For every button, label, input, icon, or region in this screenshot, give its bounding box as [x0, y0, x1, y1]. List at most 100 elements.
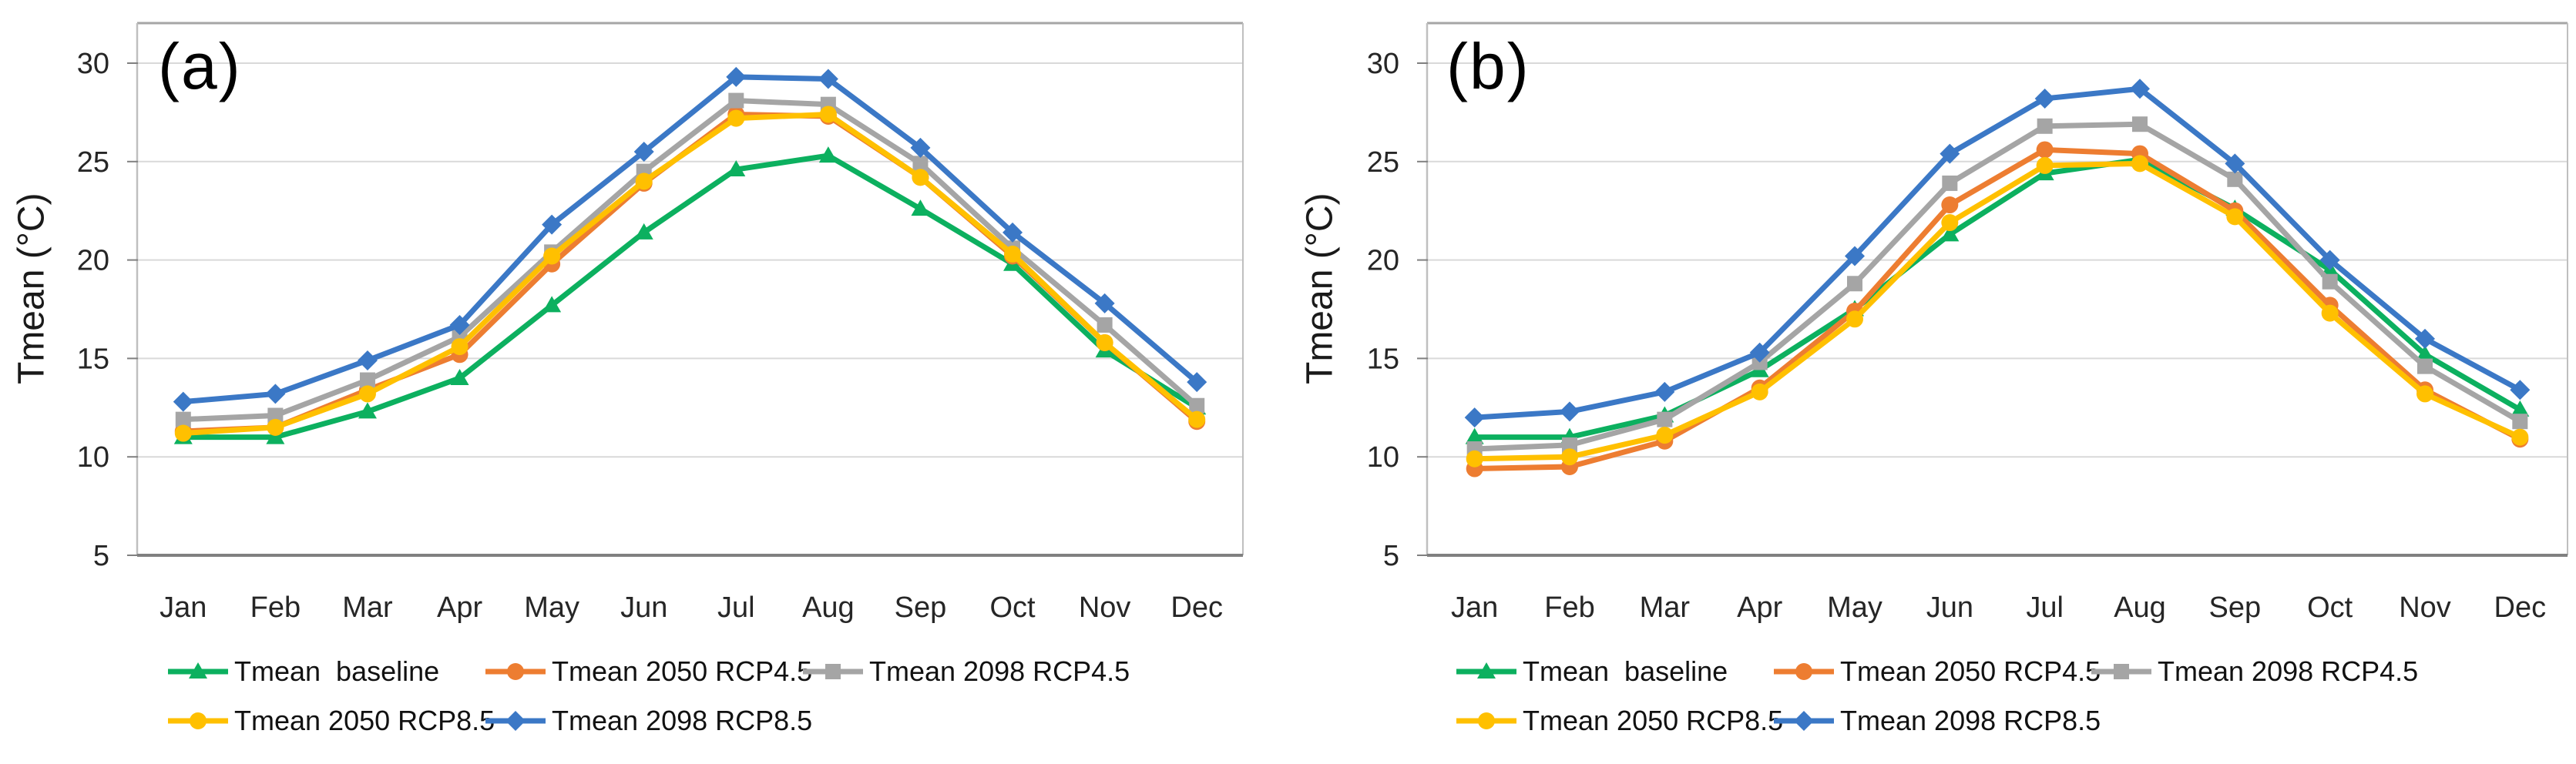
- series-Tmean-2050-RCP4.5: [174, 106, 1206, 440]
- data-point: [2416, 345, 2434, 362]
- data-point: [1560, 401, 1580, 422]
- legend-item: Tmean 2098 RCP8.5: [1774, 705, 2101, 736]
- y-tick-label: 5: [93, 540, 109, 572]
- data-point: [358, 385, 376, 403]
- chart-b: 5 10 15 20 25 30 Jan Feb Mar Apr May Jun Jul Aug Sep Oc…: [1367, 22, 2568, 736]
- series-line: [180, 98, 1200, 423]
- x-tick-label: Oct: [989, 591, 1036, 624]
- data-point: [910, 137, 931, 158]
- x-tick-label: Dec: [2494, 591, 2547, 624]
- data-point: [728, 92, 744, 109]
- data-point: [727, 160, 746, 177]
- data-point: [818, 146, 838, 163]
- data-point: [1941, 196, 1959, 214]
- x-tick-label: Jun: [1926, 591, 1973, 624]
- y-tick-label: 25: [77, 146, 109, 179]
- legend-label: Tmean 2050 RCP8.5: [1523, 705, 1783, 736]
- data-point: [818, 69, 838, 89]
- chart-panel-b: 5 10 15 20 25 30 Jan Feb Mar Apr May Jun Jul Aug Sep Oc…: [1288, 0, 2576, 764]
- x-tick-label: Feb: [250, 591, 301, 624]
- data-point: [1187, 372, 1207, 393]
- panel-label-b: (b): [1446, 30, 1530, 102]
- data-point: [2131, 155, 2148, 173]
- data-point: [450, 368, 469, 385]
- legend-marker: [2114, 664, 2129, 679]
- data-point: [2511, 428, 2529, 446]
- data-point: [1749, 342, 1770, 363]
- series-Tmean-2050-RCP8.5: [1466, 155, 2529, 467]
- legend-item: Tmean 2050 RCP4.5: [485, 655, 812, 687]
- series-Tmean-2050-RCP8.5: [174, 106, 1206, 442]
- series-line: [1472, 160, 2523, 462]
- data-point: [449, 314, 470, 335]
- data-point: [265, 384, 286, 404]
- data-point: [2510, 380, 2531, 400]
- y-tick-label: 20: [77, 245, 109, 277]
- data-point: [819, 106, 837, 123]
- data-point: [2130, 79, 2150, 99]
- data-point: [173, 391, 193, 412]
- data-point: [451, 338, 469, 356]
- data-point: [266, 427, 285, 444]
- x-tick-label: Mar: [1640, 591, 1691, 624]
- legend-marker: [1794, 711, 1814, 731]
- data-point: [2417, 358, 2433, 374]
- data-point: [1003, 222, 1023, 243]
- data-point: [727, 109, 745, 127]
- series-Tmean-2098-RCP4.5: [1466, 116, 2528, 457]
- data-point: [2511, 400, 2530, 417]
- data-point: [1847, 276, 1862, 292]
- data-point: [1464, 407, 1485, 428]
- data-point: [2416, 385, 2433, 403]
- data-point: [2319, 250, 2340, 270]
- data-point: [2034, 89, 2055, 109]
- y-axis-title-a: Tmean (°C): [11, 193, 52, 385]
- y-tick-label: 10: [1367, 441, 1399, 474]
- legend-marker: [1477, 662, 1496, 679]
- data-point: [267, 407, 284, 424]
- legend-label: Tmean 2050 RCP8.5: [234, 705, 495, 736]
- series-line: [180, 152, 1200, 441]
- data-point: [1657, 411, 1673, 427]
- data-point: [635, 173, 653, 190]
- legend-marker: [507, 663, 524, 680]
- legend-label: Tmean 2098 RCP4.5: [2158, 655, 2418, 687]
- x-tick-label: May: [524, 591, 579, 624]
- x-tick-label: Jun: [620, 591, 667, 624]
- legend-label: Tmean 2050 RCP4.5: [1840, 655, 2101, 687]
- legend-marker: [825, 664, 841, 679]
- data-point: [2036, 141, 2054, 159]
- data-point: [175, 411, 191, 427]
- x-tick-label: Jul: [717, 591, 755, 624]
- data-point: [1656, 427, 1674, 444]
- legend-marker: [190, 712, 207, 729]
- data-point: [2321, 304, 2339, 322]
- data-point: [1096, 333, 1113, 351]
- series-line: [180, 111, 1200, 437]
- data-point: [634, 223, 653, 240]
- legend-item: Tmean baseline: [1456, 655, 1728, 687]
- data-point: [2226, 208, 2244, 226]
- series-line: [1472, 85, 2523, 421]
- data-point: [1189, 397, 1205, 414]
- x-tick-label: Oct: [2307, 591, 2353, 624]
- legend-marker: [505, 711, 526, 731]
- series-Tmean-2098-RCP8.5: [173, 66, 1207, 412]
- legend-marker: [1795, 663, 1812, 680]
- data-point: [1845, 246, 1865, 266]
- x-tick-label: Nov: [2399, 591, 2451, 624]
- data-point: [1941, 214, 1959, 232]
- legend-item: Tmean 2050 RCP8.5: [1456, 705, 1783, 736]
- data-point: [633, 142, 654, 163]
- x-tick-label: Sep: [895, 591, 947, 624]
- data-point: [2322, 273, 2338, 290]
- data-point: [1004, 245, 1022, 263]
- x-tick-label: Sep: [2209, 591, 2262, 624]
- data-point: [1942, 175, 1958, 191]
- legend-item: Tmean 2098 RCP4.5: [803, 655, 1130, 687]
- data-point: [911, 199, 930, 216]
- data-point: [2225, 153, 2245, 174]
- y-tick-label: 25: [1367, 146, 1399, 179]
- data-point: [543, 247, 561, 265]
